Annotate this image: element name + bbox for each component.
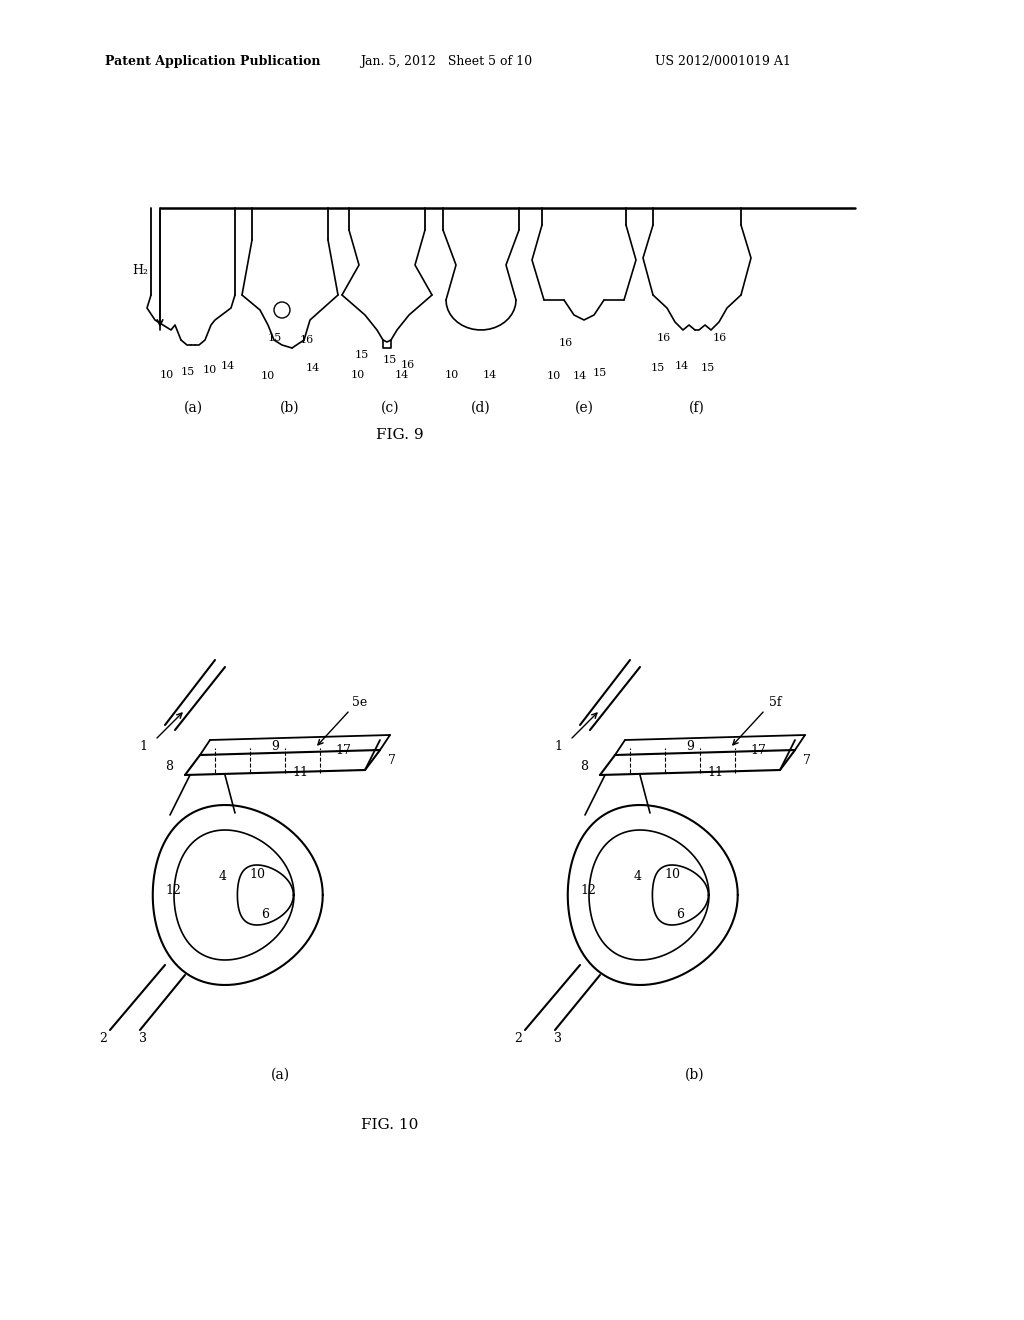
Text: 10: 10 [444,370,459,380]
Text: 15: 15 [181,367,196,378]
Text: H₂: H₂ [132,264,148,276]
Text: 15: 15 [593,368,607,378]
Text: 10: 10 [160,370,174,380]
Text: 16: 16 [713,333,727,343]
Text: 5f: 5f [769,697,781,710]
Text: 6: 6 [261,908,269,921]
Text: 10: 10 [351,370,366,380]
Text: 15: 15 [268,333,283,343]
Text: 4: 4 [219,870,227,883]
Text: (b): (b) [281,401,300,414]
Text: 14: 14 [675,360,689,371]
Text: 10: 10 [261,371,275,381]
Text: 14: 14 [395,370,410,380]
Text: 14: 14 [221,360,236,371]
Text: 10: 10 [664,869,680,882]
Text: 9: 9 [686,741,694,754]
Text: 9: 9 [271,741,279,754]
Text: Jan. 5, 2012   Sheet 5 of 10: Jan. 5, 2012 Sheet 5 of 10 [360,55,532,69]
Text: 6: 6 [676,908,684,921]
Text: 3: 3 [554,1031,562,1044]
Text: 15: 15 [651,363,666,374]
Text: 12: 12 [580,883,596,896]
Text: 5e: 5e [352,697,368,710]
Text: 14: 14 [572,371,587,381]
Text: 15: 15 [355,350,369,360]
Text: (c): (c) [381,401,399,414]
Text: (b): (b) [685,1068,705,1082]
Text: 16: 16 [300,335,314,345]
Text: 1: 1 [554,741,562,754]
Text: 7: 7 [388,754,396,767]
Text: (f): (f) [689,401,705,414]
Text: (a): (a) [270,1068,290,1082]
Text: Patent Application Publication: Patent Application Publication [105,55,321,69]
Text: 16: 16 [559,338,573,348]
Text: (a): (a) [183,401,203,414]
Text: 7: 7 [803,754,811,767]
Text: 15: 15 [700,363,715,374]
Text: FIG. 10: FIG. 10 [361,1118,419,1133]
Text: 10: 10 [547,371,561,381]
Text: 11: 11 [707,766,723,779]
Text: 3: 3 [139,1031,147,1044]
Text: 17: 17 [750,743,766,756]
Text: 4: 4 [634,870,642,883]
Text: 2: 2 [514,1031,522,1044]
Text: 8: 8 [165,760,173,774]
Text: 10: 10 [203,366,217,375]
Text: 17: 17 [335,743,351,756]
Text: 10: 10 [249,869,265,882]
Text: 15: 15 [383,355,397,366]
Text: 16: 16 [656,333,671,343]
Text: 12: 12 [165,883,181,896]
Text: 14: 14 [306,363,321,374]
Text: FIG. 9: FIG. 9 [376,428,424,442]
Text: US 2012/0001019 A1: US 2012/0001019 A1 [655,55,791,69]
Text: 11: 11 [292,766,308,779]
Text: 2: 2 [99,1031,106,1044]
Text: 14: 14 [483,370,497,380]
Text: 1: 1 [139,741,147,754]
Text: (d): (d) [471,401,490,414]
Text: 8: 8 [580,760,588,774]
Text: (e): (e) [574,401,594,414]
Text: 16: 16 [400,360,415,370]
